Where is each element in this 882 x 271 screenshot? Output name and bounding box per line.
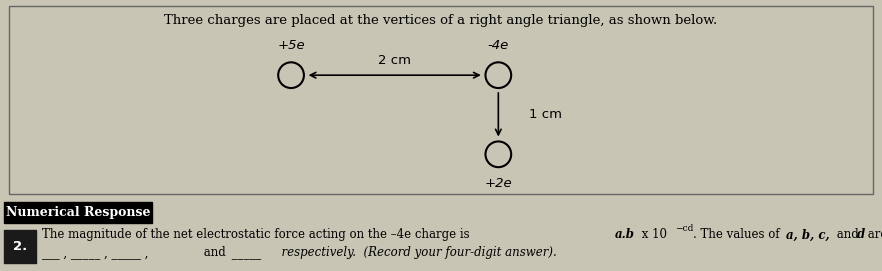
Text: a.b: a.b bbox=[615, 228, 635, 241]
Text: . The values of: . The values of bbox=[693, 228, 783, 241]
Text: +5e: +5e bbox=[277, 39, 305, 52]
Text: 2.: 2. bbox=[13, 240, 27, 253]
Text: -4e: -4e bbox=[488, 39, 509, 52]
Text: 2 cm: 2 cm bbox=[378, 54, 411, 67]
FancyBboxPatch shape bbox=[4, 230, 36, 263]
FancyBboxPatch shape bbox=[4, 202, 152, 223]
Text: d: d bbox=[857, 228, 865, 241]
Text: a, b, c,: a, b, c, bbox=[786, 228, 830, 241]
Text: Three charges are placed at the vertices of a right angle triangle, as shown bel: Three charges are placed at the vertices… bbox=[164, 14, 718, 27]
Text: and: and bbox=[200, 246, 226, 259]
Text: are: are bbox=[864, 228, 882, 241]
Text: Numerical Response: Numerical Response bbox=[6, 206, 150, 219]
Text: _____: _____ bbox=[228, 246, 261, 259]
Text: ___ , _____ , _____ ,: ___ , _____ , _____ , bbox=[42, 246, 148, 259]
Text: 1 cm: 1 cm bbox=[529, 108, 562, 121]
Text: −cd: −cd bbox=[675, 224, 693, 233]
Text: +2e: +2e bbox=[484, 177, 512, 190]
Text: and: and bbox=[833, 228, 863, 241]
Text: x 10: x 10 bbox=[638, 228, 667, 241]
Text: respectively.  (Record your four-digit answer).: respectively. (Record your four-digit an… bbox=[274, 246, 557, 259]
Text: The magnitude of the net electrostatic force acting on the –4e charge is: The magnitude of the net electrostatic f… bbox=[42, 228, 474, 241]
